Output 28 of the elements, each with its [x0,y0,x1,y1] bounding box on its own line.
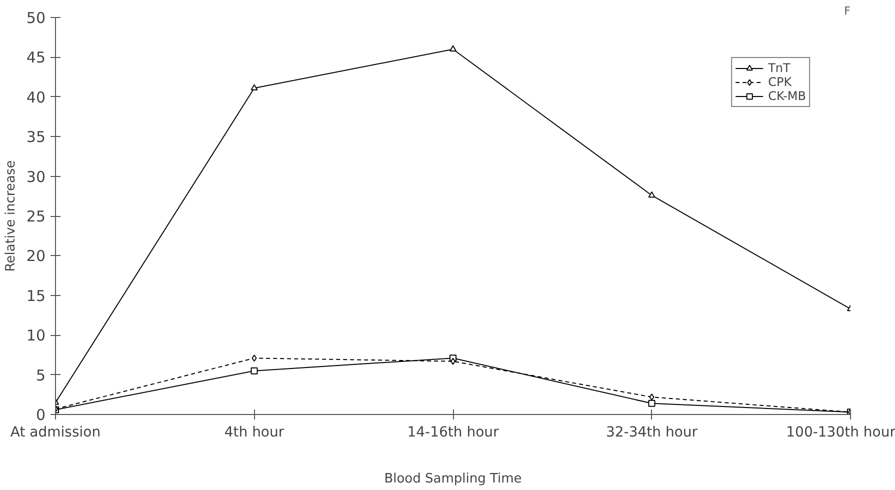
point [648,400,656,407]
text: F [844,4,850,18]
point [250,367,258,374]
y-tick-label: 35 [26,128,46,146]
y-tick-label: 50 [26,9,46,27]
x-tick-label: 14-16th hour [407,424,500,440]
y-axis-title: Relative increase [3,160,18,272]
point [649,394,654,401]
y-tick-label: 10 [26,326,46,345]
x-tick-label: 32-34th hour [606,424,698,440]
point [648,191,656,198]
point [450,45,456,52]
y-tick-label: 5 [36,366,46,384]
y-tick-label: 40 [26,88,46,106]
y-tick-label: 30 [26,168,46,186]
legend-label: TnT [768,61,790,75]
x-tick-label: 4th hour [224,424,284,440]
point [252,354,257,362]
x-axis-title: Blood Sampling Time [384,472,522,486]
y-tick-label: 45 [26,48,46,67]
legend-label: CK-MB [768,89,806,103]
y-tick-label: 20 [26,247,46,266]
x-tick-label: At admission [10,424,101,440]
point [250,84,258,90]
y-tick-label: 25 [26,208,46,226]
y-tick-label: 0 [36,406,46,424]
y-tick-label: 15 [26,286,46,305]
legend-label: CPK [768,75,792,89]
